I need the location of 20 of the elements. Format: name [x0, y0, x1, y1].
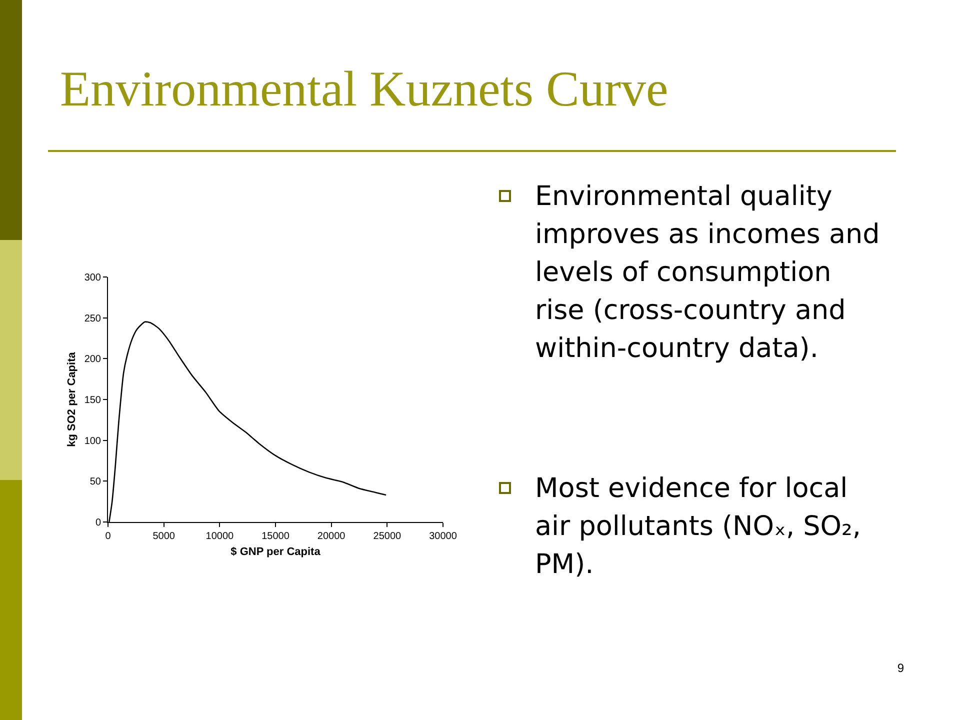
x-tick-label: 20000 — [317, 531, 346, 542]
x-tick-label: 10000 — [206, 531, 234, 542]
text: Environmental quality improves as incomes and levels of consumption rise (cross-country and within-country data). — [535, 180, 881, 366]
y-tick-label: 150 — [84, 395, 102, 406]
y-tick-label: 200 — [84, 354, 102, 366]
y-tick-label: 250 — [84, 313, 102, 324]
x-tick-label: 0 — [105, 531, 112, 542]
y-tick-label: 0 — [95, 518, 102, 528]
x-tick-label: 15000 — [262, 531, 290, 542]
text: 9 — [896, 660, 904, 676]
x-tick-label: 5000 — [152, 531, 176, 542]
x-tick-label: 30000 — [429, 531, 458, 542]
x-tick-label: 25000 — [373, 531, 402, 542]
x-axis-title: $ GNP per Capita — [230, 546, 322, 558]
y-tick-label: 300 — [84, 272, 102, 284]
y-axis-title: kg SO2 per Capita — [66, 351, 78, 447]
y-tick-label: 50 — [90, 476, 102, 488]
chart-title: Environmental Kuznets Curve — [60, 60, 668, 116]
y-tick-label: 100 — [84, 436, 102, 447]
text: Most evidence for local air pollutants (NOₓ, SO₂, PM). — [535, 472, 862, 582]
